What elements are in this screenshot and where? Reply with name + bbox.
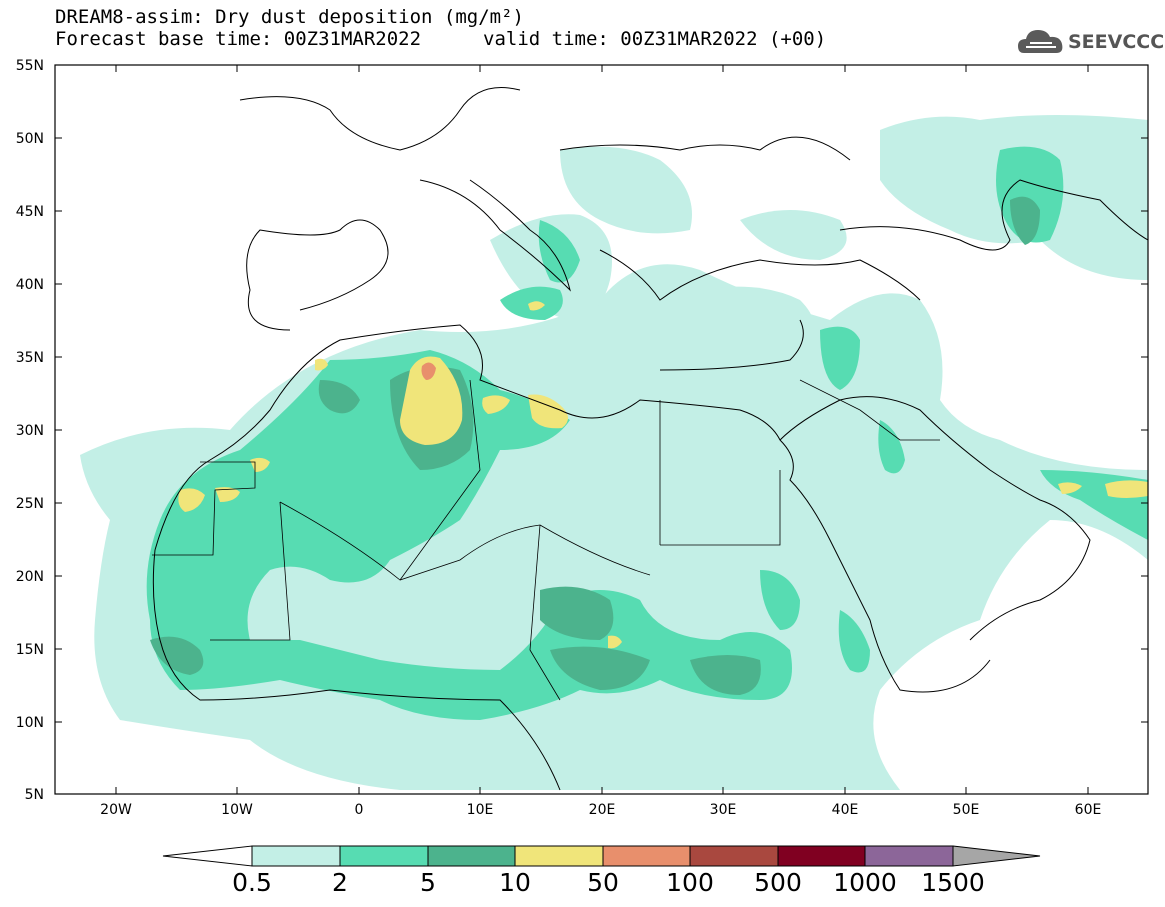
map-title: DREAM8-assim: Dry dust deposition (mg/m²… [55,6,524,28]
lat-label: 30N [15,423,44,439]
lat-label: 50N [15,131,44,147]
colorbar-swatch [602,845,691,867]
lat-label: 15N [15,642,44,658]
lon-label: 30E [709,802,737,818]
colorbar-high-arrow [952,845,1041,867]
lat-label: 45N [15,204,44,220]
lon-label: 20W [100,802,132,818]
level-10 [178,301,1148,649]
cloud-logo-icon [1018,30,1063,53]
logo-text: SEEVCCC [1068,31,1165,53]
lon-label: 0 [354,802,364,818]
colorbar-swatch [864,845,954,867]
lat-label: 25N [15,496,44,512]
colorbar-swatch [339,845,429,867]
lat-label: 55N [15,58,44,74]
colorbar-swatch [689,845,779,867]
axis-ticks [55,64,1148,794]
colorbar-swatch [514,845,604,867]
lon-label: 10E [466,802,494,818]
level-50 [421,362,436,380]
borders [152,379,940,701]
lon-label: 10W [221,802,253,818]
colorbar-label: 2 [332,868,348,897]
colorbar-label: 100 [666,868,714,897]
valid-time: valid time: 00Z31MAR2022 (+00) [483,28,827,50]
deposition-fields [80,115,1148,790]
lon-label: 50E [952,802,980,818]
colorbar-label: 0.5 [232,868,272,897]
colorbar-label: 5 [420,868,436,897]
colorbar [162,845,1041,867]
lon-label: 20E [588,802,616,818]
colorbar-low-arrow [162,845,253,867]
colorbar-label: 1500 [921,868,985,897]
colorbar-label: 10 [499,868,531,897]
seevccc-logo: SEEVCCC [1016,25,1164,59]
forecast-base-time: Forecast base time: 00Z31MAR2022 [55,28,422,50]
lat-label: 40N [15,277,44,293]
lat-label: 5N [24,787,44,803]
colorbar-label: 50 [587,868,619,897]
colorbar-swatch [777,845,866,867]
lon-label: 60E [1074,802,1102,818]
colorbar-label: 500 [754,868,802,897]
lat-label: 35N [15,350,44,366]
colorbar-label: 1000 [833,868,897,897]
coastlines [152,87,1148,791]
lat-label: 10N [15,715,44,731]
lat-label: 20N [15,569,44,585]
colorbar-swatch [251,845,341,867]
colorbar-swatch [427,845,516,867]
lon-label: 40E [831,802,859,818]
